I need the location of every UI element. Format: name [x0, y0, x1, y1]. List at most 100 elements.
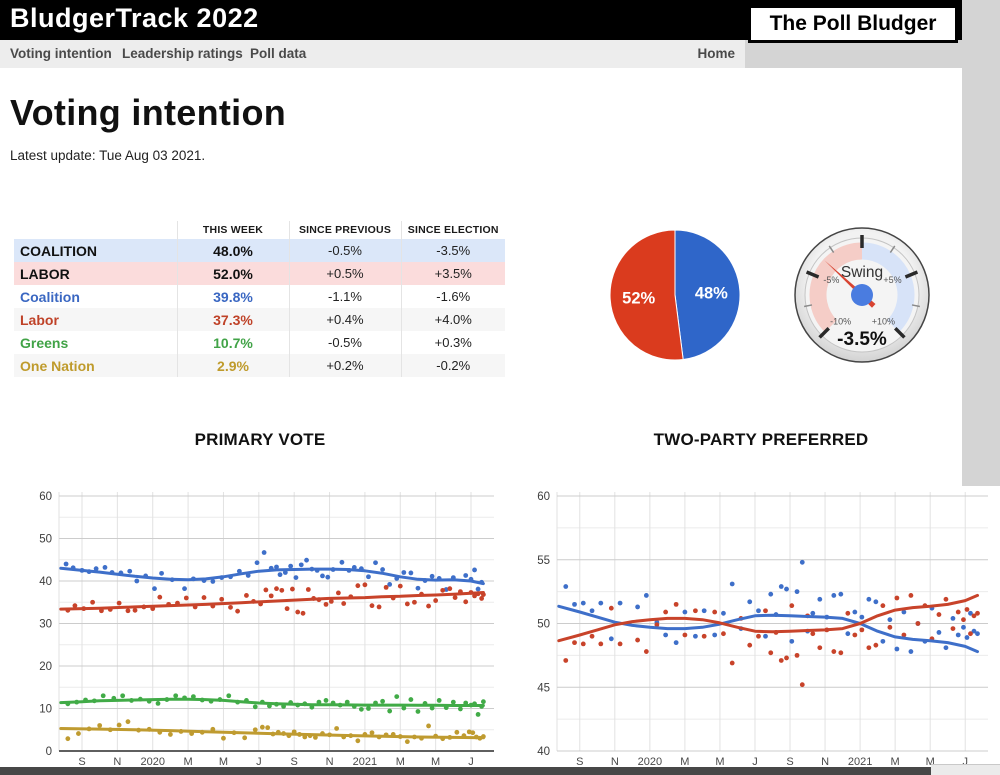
svg-text:S: S: [291, 756, 298, 768]
table-row-labor: Labor 37.3% +0.4% +4.0%: [14, 308, 505, 331]
svg-text:J: J: [752, 756, 758, 768]
svg-text:52%: 52%: [622, 289, 655, 307]
since-election-value: -3.5%: [400, 239, 505, 262]
table-row-coalition-tpp: COALITION 48.0% -0.5% -3.5%: [14, 239, 505, 262]
nav-outer: Voting intention Leadership ratings Poll…: [0, 40, 1000, 68]
svg-text:50: 50: [537, 619, 550, 631]
table-row-one-nation: One Nation 2.9% +0.2% -0.2%: [14, 354, 505, 377]
svg-text:2021: 2021: [848, 756, 872, 768]
primary-vote-chart[interactable]: 0 10 20 30 40 50 60 S N 2020 M M J S N 2021 M M J: [30, 486, 500, 774]
nav-item-poll-data[interactable]: Poll data: [250, 46, 307, 61]
since-previous-value: +0.5%: [288, 262, 401, 285]
row-label: One Nation: [20, 357, 95, 374]
svg-text:-10%: -10%: [830, 316, 851, 326]
svg-text:0: 0: [46, 746, 52, 758]
since-election-value: -0.2%: [400, 354, 505, 377]
svg-text:N: N: [821, 756, 829, 768]
since-previous-value: -0.5%: [288, 239, 401, 262]
svg-text:60: 60: [537, 491, 550, 503]
page-title: Voting intention: [10, 92, 287, 133]
svg-text:M: M: [715, 756, 724, 768]
since-election-value: +3.5%: [400, 262, 505, 285]
nav-item-leadership-ratings[interactable]: Leadership ratings: [122, 46, 243, 61]
svg-text:S: S: [786, 756, 793, 768]
svg-text:M: M: [183, 756, 192, 768]
svg-text:48%: 48%: [695, 285, 728, 303]
row-label: Labor: [20, 311, 59, 328]
since-previous-value: -0.5%: [288, 331, 401, 354]
col-header-blank: [14, 221, 177, 239]
svg-text:2020: 2020: [638, 756, 662, 768]
svg-text:J: J: [256, 756, 262, 768]
this-week-value: 48.0%: [176, 239, 289, 262]
svg-text:30: 30: [39, 619, 52, 631]
since-election-value: +4.0%: [400, 308, 505, 331]
svg-text:N: N: [611, 756, 619, 768]
svg-text:10: 10: [39, 704, 52, 716]
svg-text:40: 40: [39, 576, 52, 588]
svg-text:M: M: [680, 756, 689, 768]
svg-text:45: 45: [537, 682, 550, 694]
this-week-value: 39.8%: [176, 285, 289, 308]
right-gray-strip: [962, 0, 1000, 486]
svg-text:40: 40: [537, 746, 550, 758]
svg-text:60: 60: [39, 491, 52, 503]
svg-text:J: J: [962, 756, 968, 768]
nav-item-voting-intention[interactable]: Voting intention: [10, 46, 112, 61]
since-election-value: +0.3%: [400, 331, 505, 354]
row-label: Greens: [20, 334, 69, 351]
two-party-pie-chart[interactable]: 48% 52%: [607, 227, 743, 363]
brand-logo[interactable]: The Poll Bludger: [748, 5, 958, 43]
svg-text:Swing: Swing: [841, 264, 883, 281]
since-previous-value: -1.1%: [288, 285, 401, 308]
svg-text:-5%: -5%: [823, 275, 839, 285]
col-header-this-week: THIS WEEK: [176, 221, 289, 239]
nav-item-home[interactable]: Home: [697, 46, 735, 61]
svg-text:2020: 2020: [140, 756, 164, 768]
table-row-greens: Greens 10.7% -0.5% +0.3%: [14, 331, 505, 354]
svg-text:M: M: [396, 756, 405, 768]
row-label: COALITION: [20, 242, 97, 259]
table-row-labor-tpp: LABOR 52.0% +0.5% +3.5%: [14, 262, 505, 285]
svg-text:+5%: +5%: [883, 275, 901, 285]
swing-gauge[interactable]: -5% +5% -10% +10% Swing -3.5%: [791, 224, 933, 366]
since-previous-value: +0.2%: [288, 354, 401, 377]
nav-bar: Voting intention Leadership ratings Poll…: [0, 40, 745, 68]
this-week-value: 2.9%: [176, 354, 289, 377]
svg-text:+10%: +10%: [872, 316, 895, 326]
latest-update-text: Latest update: Tue Aug 03 2021.: [10, 148, 206, 163]
svg-text:20: 20: [39, 661, 52, 673]
voting-summary-table: THIS WEEK SINCE PREVIOUS SINCE ELECTION …: [14, 221, 505, 377]
svg-text:M: M: [926, 756, 935, 768]
svg-text:50: 50: [39, 534, 52, 546]
this-week-value: 37.3%: [176, 308, 289, 331]
row-label: LABOR: [20, 265, 70, 282]
since-previous-value: +0.4%: [288, 308, 401, 331]
scrollbar-corner: [931, 764, 1000, 775]
table-row-coalition: Coalition 39.8% -1.1% -1.6%: [14, 285, 505, 308]
horizontal-scrollbar-thumb[interactable]: [0, 767, 931, 775]
two-party-preferred-chart[interactable]: 40 45 50 55 60 S N 2020 M M J S N 2021 M M J: [528, 486, 994, 774]
svg-text:-3.5%: -3.5%: [837, 329, 887, 350]
svg-text:S: S: [78, 756, 85, 768]
since-election-value: -1.6%: [400, 285, 505, 308]
row-label: Coalition: [20, 288, 80, 305]
svg-text:N: N: [113, 756, 121, 768]
svg-text:M: M: [891, 756, 900, 768]
two-party-preferred-title: TWO-PARTY PREFERRED: [653, 430, 869, 449]
svg-text:J: J: [468, 756, 474, 768]
table-header-row: THIS WEEK SINCE PREVIOUS SINCE ELECTION: [14, 221, 505, 239]
this-week-value: 10.7%: [176, 331, 289, 354]
primary-vote-title: PRIMARY VOTE: [194, 430, 326, 449]
svg-text:M: M: [219, 756, 228, 768]
svg-text:2021: 2021: [353, 756, 377, 768]
site-title: BludgerTrack 2022: [10, 3, 259, 33]
col-header-since-previous: SINCE PREVIOUS: [288, 221, 401, 239]
svg-text:N: N: [326, 756, 334, 768]
svg-text:S: S: [576, 756, 583, 768]
svg-text:55: 55: [537, 555, 550, 567]
svg-text:M: M: [431, 756, 440, 768]
this-week-value: 52.0%: [176, 262, 289, 285]
col-header-since-election: SINCE ELECTION: [400, 221, 505, 239]
